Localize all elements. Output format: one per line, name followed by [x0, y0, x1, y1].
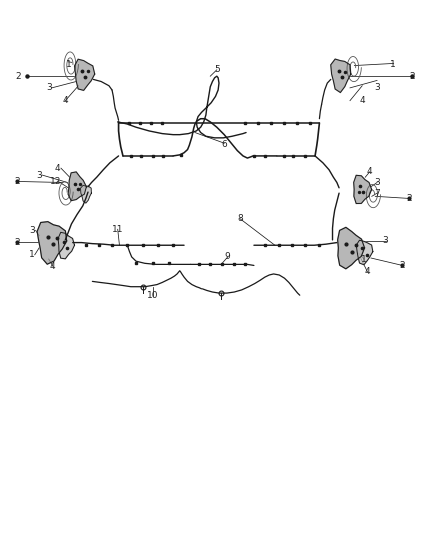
Polygon shape	[68, 172, 86, 201]
Polygon shape	[58, 232, 74, 259]
Text: 4: 4	[63, 96, 68, 105]
Text: 3: 3	[36, 171, 42, 180]
Text: 1: 1	[390, 60, 396, 69]
Text: 4: 4	[367, 167, 372, 176]
Text: 7: 7	[374, 189, 380, 198]
Text: 3: 3	[374, 178, 380, 187]
Text: 3: 3	[382, 237, 388, 246]
Polygon shape	[331, 59, 351, 93]
Polygon shape	[74, 59, 95, 91]
Text: 8: 8	[237, 214, 243, 223]
Polygon shape	[81, 185, 92, 203]
Text: 11: 11	[112, 225, 124, 234]
Text: 2: 2	[399, 261, 405, 270]
Polygon shape	[353, 175, 371, 204]
Text: 4: 4	[49, 262, 55, 271]
Text: 1: 1	[29, 251, 35, 260]
Polygon shape	[338, 228, 364, 269]
Text: 3: 3	[46, 83, 52, 92]
Text: 4: 4	[360, 96, 365, 105]
Text: 3: 3	[374, 83, 380, 92]
Text: 1: 1	[361, 255, 367, 263]
Text: 2: 2	[15, 71, 21, 80]
Text: 1: 1	[66, 60, 71, 69]
Text: 2: 2	[14, 238, 20, 247]
Text: 5: 5	[214, 66, 220, 74]
Text: 2: 2	[14, 177, 20, 186]
Text: 4: 4	[55, 164, 60, 173]
Text: 2: 2	[409, 71, 415, 80]
Text: 6: 6	[221, 140, 227, 149]
Polygon shape	[37, 222, 67, 264]
Text: 3: 3	[29, 226, 35, 235]
Text: 10: 10	[147, 291, 159, 300]
Text: 2: 2	[406, 194, 412, 203]
Polygon shape	[356, 240, 373, 265]
Text: 12: 12	[49, 177, 61, 186]
Text: 4: 4	[365, 268, 370, 276]
Text: 9: 9	[225, 253, 231, 261]
